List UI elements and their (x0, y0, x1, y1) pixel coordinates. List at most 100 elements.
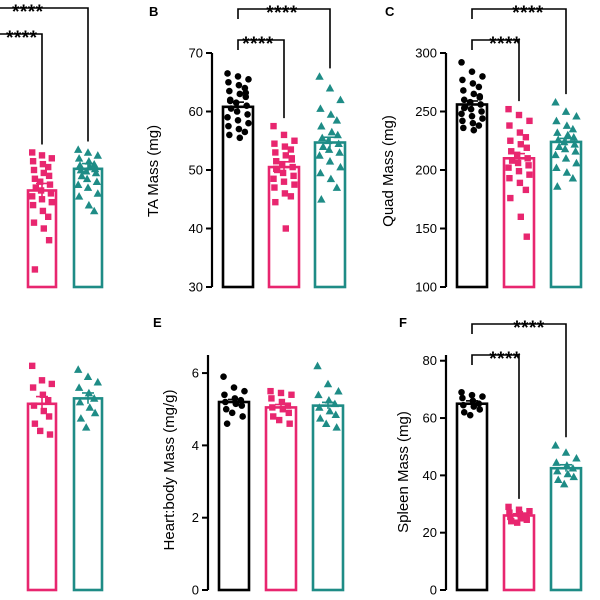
panel-c-point-ctrl (466, 98, 474, 106)
panel-e-point-g2 (269, 404, 276, 411)
panel-f-y-axis-title: Spleen Mass (mg) (395, 411, 412, 533)
panel-f-sig-bracket-2 (471, 323, 567, 438)
panel-a-point-g3 (93, 151, 102, 159)
panel-a-point-g3 (77, 171, 86, 180)
panel-a-point-g2 (48, 155, 55, 162)
panel-b-point-ctrl (225, 78, 232, 86)
panel-e-point-g2 (270, 413, 277, 420)
panel-c-point-g3 (569, 133, 578, 141)
panel-e-point-g2 (267, 387, 274, 395)
panel-d-point-g3 (74, 365, 83, 373)
panel-f-point-g2 (526, 507, 533, 515)
panel-a-point-g3 (83, 148, 93, 156)
panel-a-point-g3 (83, 183, 93, 191)
panel-d-point-g3 (82, 423, 91, 431)
panel-a-point-g3 (74, 192, 84, 200)
panel-c-point-g2 (507, 194, 514, 202)
panel-b-point-ctrl (226, 87, 233, 95)
panel-b-point-g3 (332, 183, 342, 191)
panel-d-point-g3 (74, 383, 84, 391)
panel-e: E Heart:body Mass (mg/g) 0 2 4 6 (153, 315, 345, 598)
panel-e-point-g2 (284, 402, 292, 409)
panel-c-y-tick-label: 250 (415, 104, 437, 119)
panel-f-point-g3 (572, 453, 581, 462)
panel-e-point-ctrl (223, 420, 231, 427)
panel-c-point-g2 (517, 213, 524, 220)
panel-e-point-ctrl (232, 400, 240, 408)
panel-b: B TA Mass (mg) **** **** 30 40 50 60 70 (145, 3, 347, 295)
panel-f-letter: F (399, 315, 407, 330)
panel-c-point-g3 (553, 182, 562, 190)
panel-d-point-g3 (76, 414, 86, 422)
panel-c-y-tick-label: 300 (415, 46, 437, 61)
panel-a-point-g2 (47, 190, 55, 197)
panel-b-point-ctrl (224, 70, 231, 77)
panel-e-y-tick-label: 6 (192, 366, 199, 381)
panel-b-y-tick-label: 70 (189, 46, 203, 61)
panel-a-point-g2 (39, 160, 47, 168)
panel-b-point-ctrl (234, 73, 242, 80)
panel-f: F Spleen Mass (mg) **** **** 0 20 40 60 80 (395, 315, 583, 598)
panel-f-point-g2 (506, 509, 513, 516)
panel-f-y-tick-label: 60 (423, 411, 437, 426)
panel-e-point-ctrl (222, 398, 229, 406)
panel-c-point-g3 (561, 154, 571, 162)
panel-e-point-g2 (286, 420, 293, 427)
panel-a-point-g3 (82, 166, 91, 175)
panel-f-point-g2 (516, 510, 524, 518)
panel-f-point-ctrl (460, 409, 468, 416)
panel-f-y-tick-label: 40 (423, 468, 437, 483)
panel-b-point-ctrl (235, 81, 243, 89)
panel-f-point-ctrl (460, 401, 467, 409)
panel-a-point-g3 (91, 168, 101, 177)
panel-e-point-g3 (315, 403, 324, 411)
panel-e-bar-ctrl (217, 400, 251, 592)
panel-c-point-g2 (526, 171, 533, 178)
panel-e-y-tick-label: 0 (192, 583, 199, 598)
panel-c-point-g3 (552, 116, 561, 125)
panel-a-point-g3 (76, 165, 86, 174)
panel-d-point-g2 (45, 396, 52, 404)
panel-d (26, 362, 104, 592)
panel-c-point-g2 (525, 162, 532, 169)
panel-b-point-g3 (334, 139, 343, 148)
panel-e-point-ctrl (231, 395, 239, 402)
panel-b-point-g3 (324, 145, 334, 153)
panel-b-point-g2 (271, 184, 278, 191)
panel-e-point-g3 (332, 423, 341, 431)
panel-c-y-tick-label: 150 (415, 221, 437, 236)
panel-d-point-g2 (30, 402, 38, 409)
panel-e-y-axis-title: Heart:body Mass (mg/g) (161, 390, 178, 551)
panel-c-point-g2 (505, 105, 512, 113)
panel-d-point-g2 (40, 407, 47, 415)
panel-b-point-g2 (279, 160, 286, 168)
panel-e-letter: E (153, 315, 162, 330)
panel-c-point-g2 (522, 186, 530, 194)
panel-e-point-g3 (324, 395, 334, 404)
panel-f-point-g3 (563, 469, 572, 478)
panel-a-point-g3 (75, 161, 85, 169)
panel-f-point-ctrl (458, 388, 465, 396)
panel-a-point-g2 (30, 219, 38, 226)
panel-c-point-ctrl (468, 112, 476, 120)
panel-b-point-g3 (326, 110, 336, 118)
panel-c-point-g3 (561, 107, 571, 115)
panel-f-y-tick-label: 80 (423, 353, 437, 368)
panel-c-point-ctrl (476, 92, 484, 100)
panel-d-point-g2 (39, 391, 47, 398)
panel-f-point-g2 (505, 503, 512, 511)
panel-f-point-g2 (514, 519, 521, 526)
panel-b-letter: B (149, 4, 158, 19)
panel-b-point-ctrl (226, 97, 234, 105)
panel-d-point-g3 (93, 377, 102, 386)
panel-a: **** **** (0, 2, 104, 289)
panel-a-point-g2 (38, 196, 46, 203)
panel-c-point-ctrl (470, 126, 478, 134)
panel-a-point-g2 (39, 207, 47, 215)
panel-c-sig-bracket-1 (471, 39, 520, 102)
panel-e-point-g3 (323, 379, 333, 388)
panel-c-point-ctrl (460, 96, 468, 104)
panel-f-point-g2 (508, 518, 515, 525)
panel-f-point-g3 (568, 464, 578, 472)
panel-b-point-g2 (272, 149, 279, 156)
